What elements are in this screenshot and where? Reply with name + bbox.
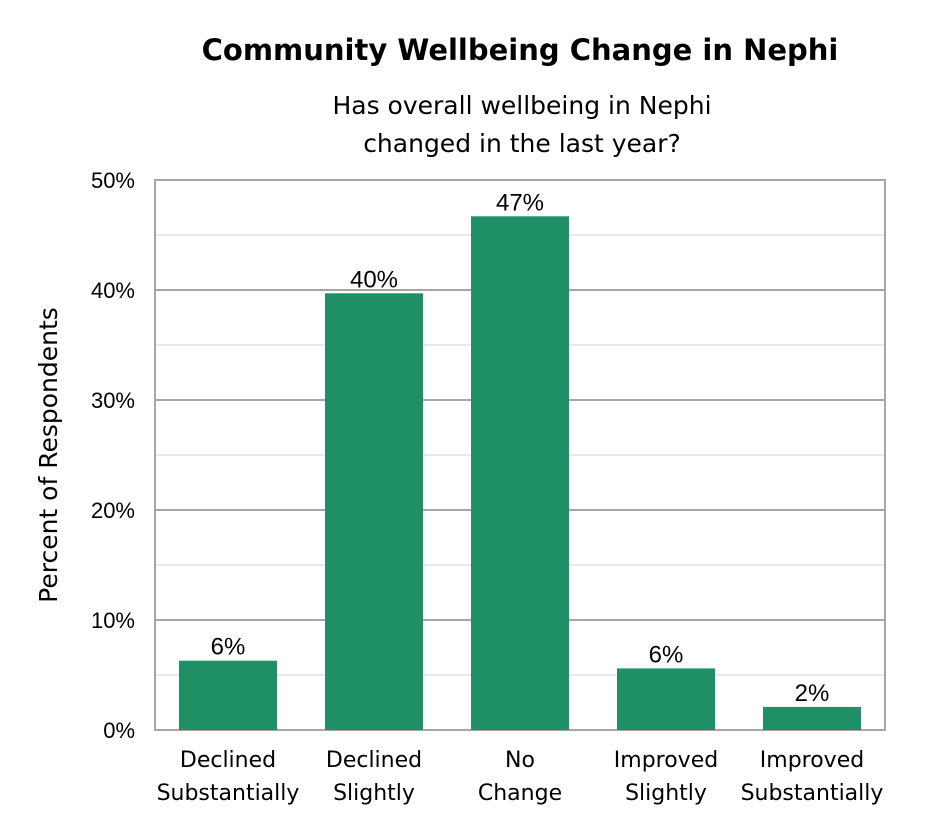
chart-subtitle-line-2: changed in the last year? (363, 129, 681, 158)
x-tick-label: Change (478, 781, 562, 806)
y-tick-label: 30% (91, 388, 135, 413)
y-tick-label: 20% (91, 498, 135, 523)
bar (471, 216, 569, 731)
data-label: 6% (211, 634, 246, 661)
x-tick-label: No (505, 748, 535, 773)
x-tick-label: Improved (760, 748, 864, 773)
y-tick-label: 50% (91, 168, 135, 193)
data-label: 2% (795, 680, 830, 707)
chart-title: Community Wellbeing Change in Nephi (202, 33, 839, 67)
bar (179, 660, 277, 730)
x-tick-label: Declined (180, 748, 276, 773)
plot-area: 0% 10% 20% 30% 40% 50% 6% Declined Substantially… (91, 168, 886, 806)
bar (325, 293, 423, 730)
x-tick-label: Substantially (157, 781, 300, 806)
bar (763, 706, 861, 730)
y-tick-label: 10% (91, 608, 135, 633)
y-tick-label: 40% (91, 278, 135, 303)
y-tick-label: 0% (103, 718, 135, 743)
data-label: 40% (350, 266, 398, 293)
data-label: 6% (649, 641, 684, 668)
chart-subtitle-line-1: Has overall wellbeing in Nephi (332, 91, 711, 120)
y-axis-label: Percent of Respondents (34, 307, 63, 603)
x-tick-label: Slightly (625, 781, 707, 806)
x-tick-label: Substantially (741, 781, 884, 806)
bar (617, 668, 715, 730)
x-tick-label: Improved (614, 748, 718, 773)
data-label: 47% (496, 189, 544, 216)
x-tick-label: Slightly (333, 781, 415, 806)
x-tick-label: Declined (326, 748, 422, 773)
